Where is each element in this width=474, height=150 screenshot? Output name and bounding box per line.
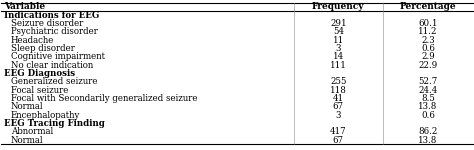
Text: 3: 3 [336, 111, 341, 120]
Text: 41: 41 [333, 94, 344, 103]
Text: Seizure disorder: Seizure disorder [11, 19, 83, 28]
Text: 2.3: 2.3 [421, 36, 435, 45]
Text: 52.7: 52.7 [418, 77, 438, 86]
Text: 118: 118 [330, 86, 347, 95]
Text: Generalized seizure: Generalized seizure [11, 77, 97, 86]
Text: 13.8: 13.8 [418, 102, 438, 111]
Text: Indications for EEG: Indications for EEG [4, 11, 99, 20]
Text: Normal: Normal [11, 136, 44, 145]
Text: No clear indication: No clear indication [11, 61, 93, 70]
Text: 67: 67 [333, 136, 344, 145]
Text: 3: 3 [336, 44, 341, 53]
Text: Sleep disorder: Sleep disorder [11, 44, 75, 53]
Text: Frequency: Frequency [312, 2, 365, 11]
Text: 0.6: 0.6 [421, 111, 435, 120]
Text: 11: 11 [333, 36, 344, 45]
Text: 291: 291 [330, 19, 346, 28]
Text: 11.2: 11.2 [418, 27, 438, 36]
Text: Abnormal: Abnormal [11, 127, 53, 136]
Text: 60.1: 60.1 [418, 19, 438, 28]
Text: 417: 417 [330, 127, 346, 136]
Text: 2.9: 2.9 [421, 52, 435, 61]
Text: Variable: Variable [4, 2, 45, 11]
Text: EEG Diagnosis: EEG Diagnosis [4, 69, 75, 78]
Text: 67: 67 [333, 102, 344, 111]
Text: 8.5: 8.5 [421, 94, 435, 103]
Text: 54: 54 [333, 27, 344, 36]
Text: 0.6: 0.6 [421, 44, 435, 53]
Text: Focal seizure: Focal seizure [11, 86, 68, 95]
Text: Focal with Secondarily generalized seizure: Focal with Secondarily generalized seizu… [11, 94, 197, 103]
Text: 14: 14 [333, 52, 344, 61]
Text: Headache: Headache [11, 36, 54, 45]
Text: 86.2: 86.2 [418, 127, 438, 136]
Text: 111: 111 [330, 61, 347, 70]
Text: Normal: Normal [11, 102, 44, 111]
Text: 22.9: 22.9 [418, 61, 438, 70]
Text: EEG Tracing Finding: EEG Tracing Finding [4, 119, 105, 128]
Text: 255: 255 [330, 77, 346, 86]
Text: 24.4: 24.4 [418, 86, 438, 95]
Text: Psychiatric disorder: Psychiatric disorder [11, 27, 98, 36]
Text: 13.8: 13.8 [418, 136, 438, 145]
Text: Percentage: Percentage [400, 2, 456, 11]
Text: Encephalopathy: Encephalopathy [11, 111, 80, 120]
Text: Cognitive impairment: Cognitive impairment [11, 52, 105, 61]
